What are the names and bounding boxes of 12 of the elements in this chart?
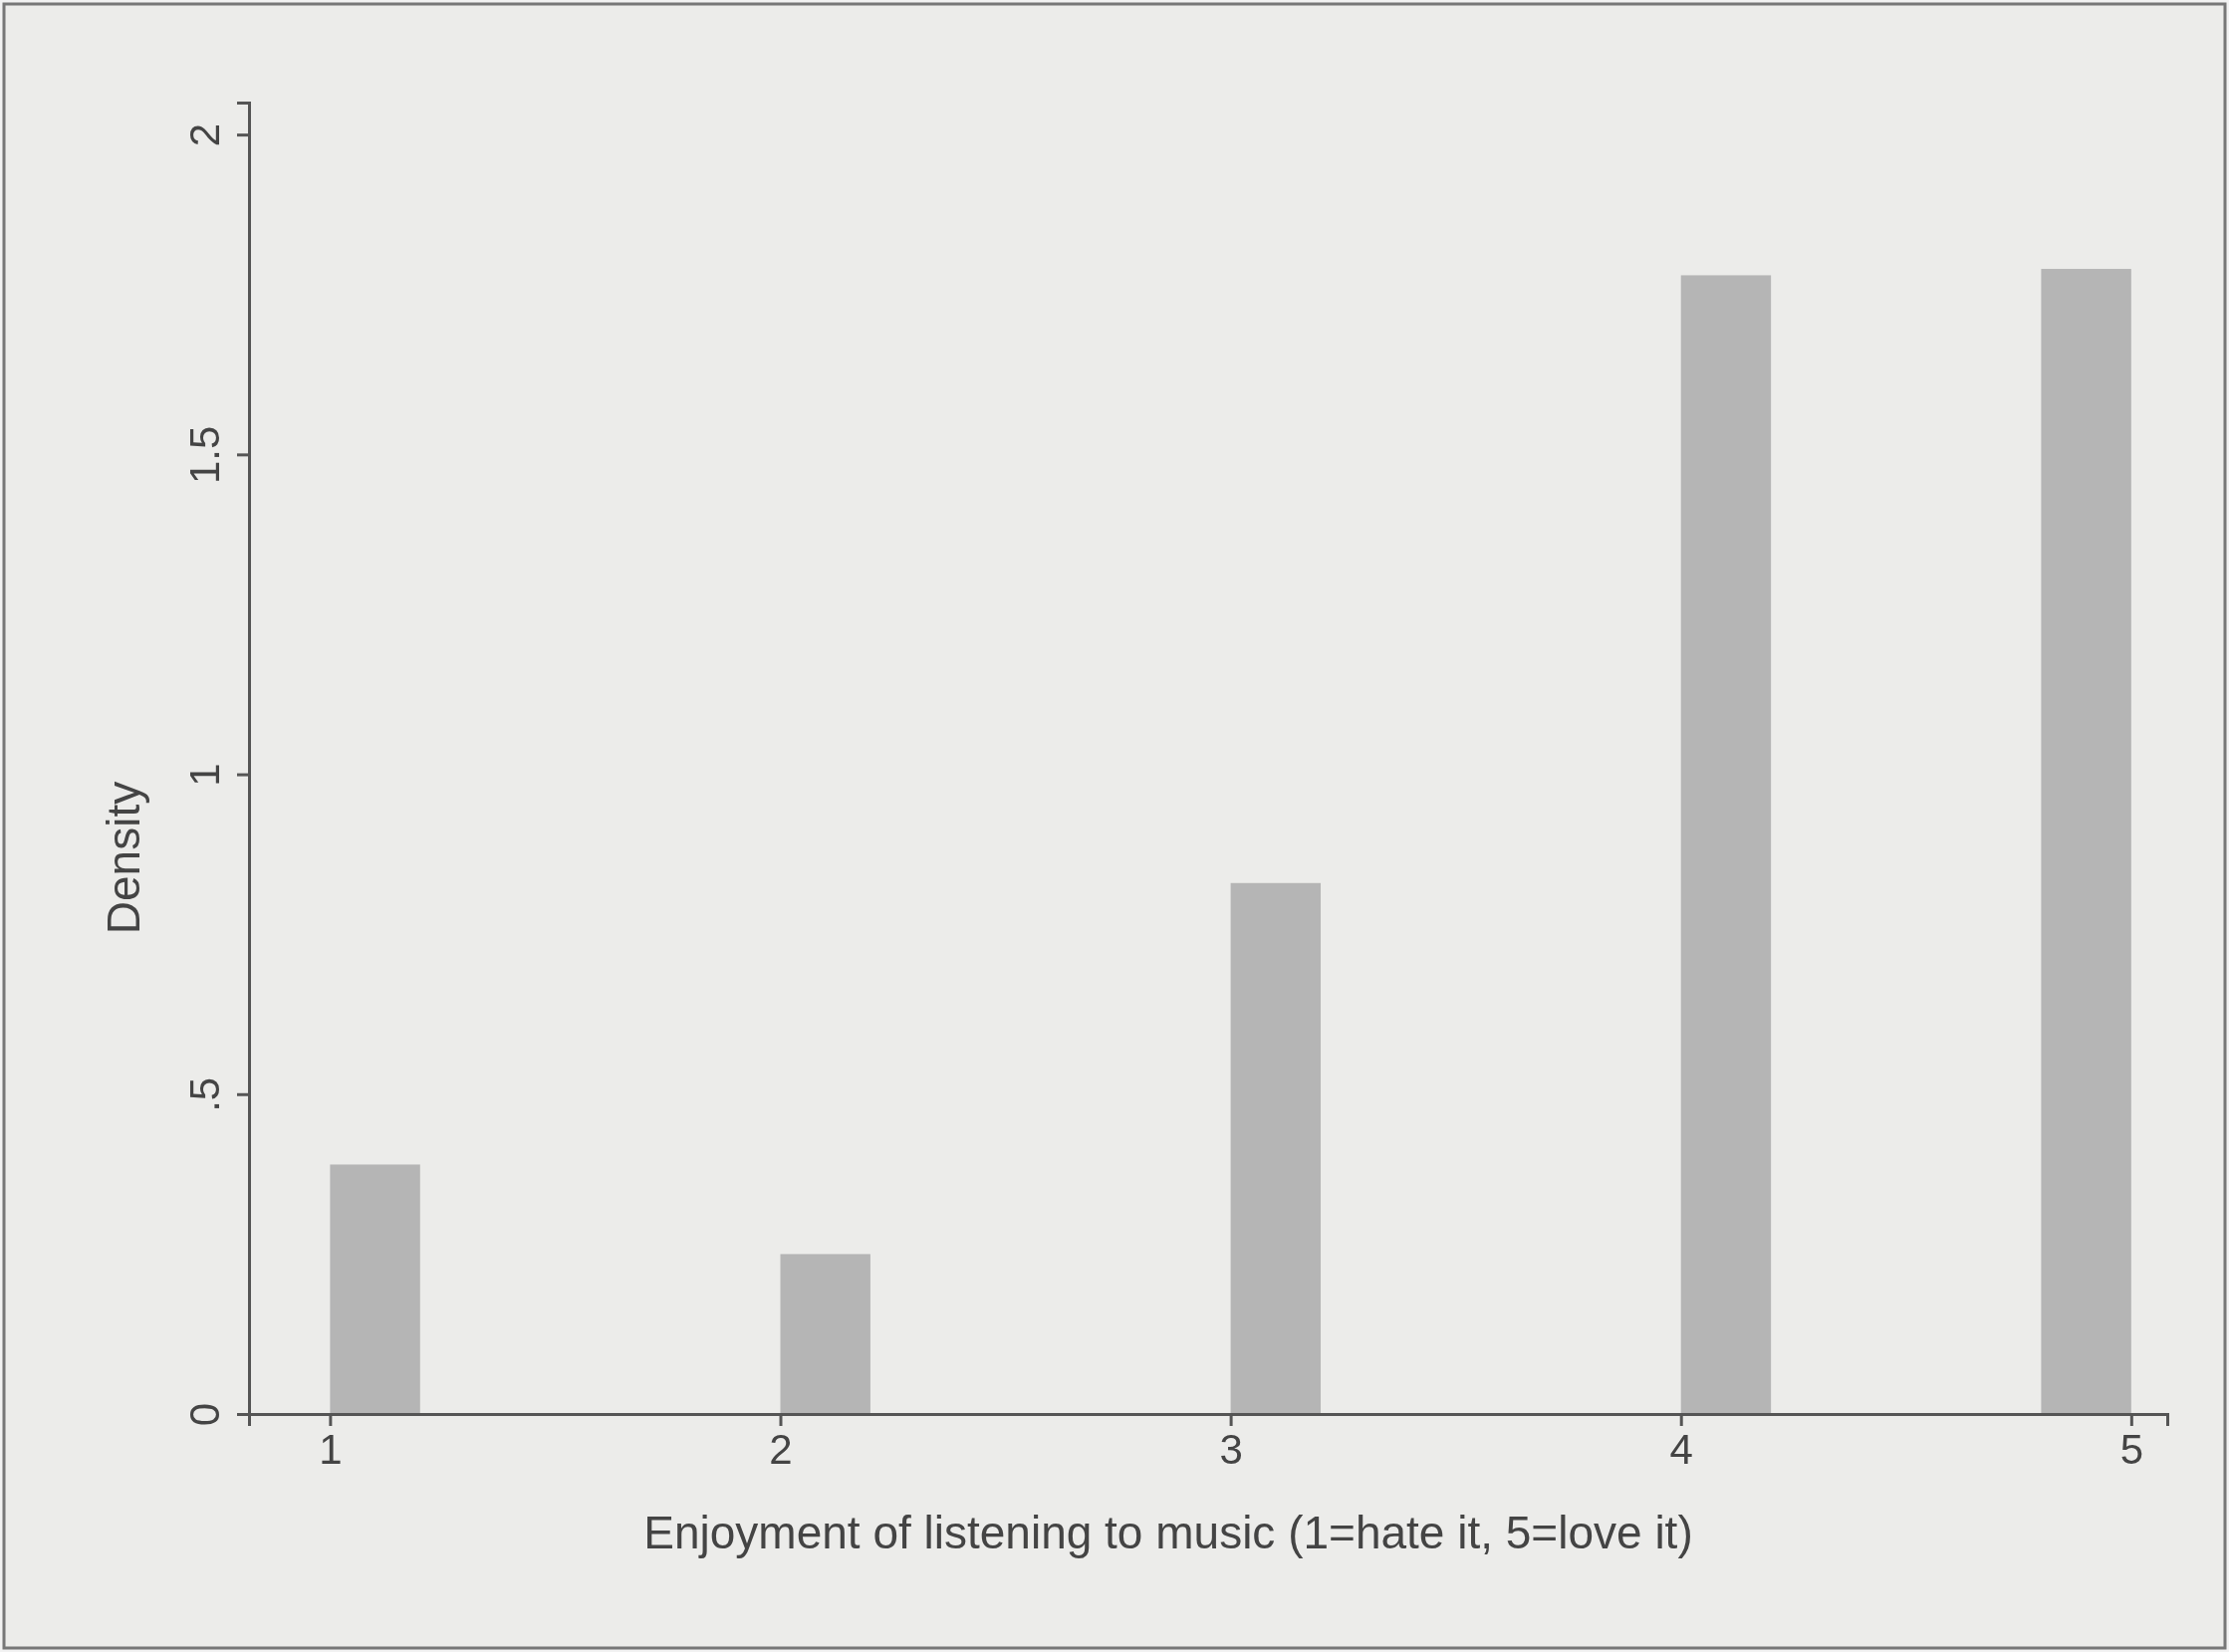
x-tick-label: 3 (1219, 1425, 1243, 1473)
y-tick-label: 1 (181, 763, 228, 787)
y-tick-label: .5 (181, 1076, 228, 1112)
y-tick-label: 2 (181, 122, 228, 147)
x-tick-label: 4 (1669, 1425, 1693, 1473)
y-tick-label: 0 (181, 1402, 228, 1427)
x-axis-title: Enjoyment of listening to music (1=hate it, 5=love it) (643, 1507, 1693, 1558)
x-tick-label: 5 (2119, 1425, 2144, 1473)
y-axis-title: Density (98, 781, 149, 935)
y-tick-label: 1.5 (181, 425, 228, 485)
x-tick-label: 1 (319, 1425, 343, 1473)
x-tick-label: 2 (769, 1425, 793, 1473)
